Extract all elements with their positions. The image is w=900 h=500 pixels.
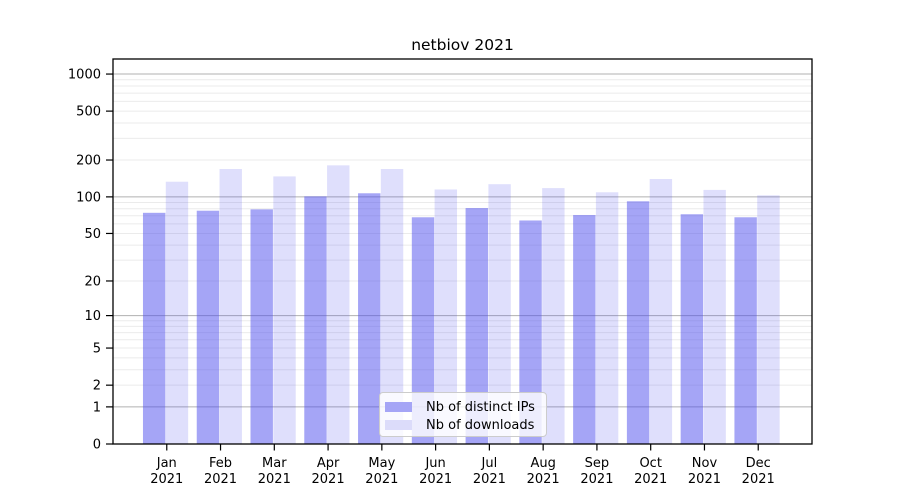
x-tick-label-month: May: [368, 456, 395, 471]
y-tick-label: 500: [76, 105, 101, 120]
legend-swatch-downloads: [385, 420, 412, 430]
x-tick-label-year: 2021: [258, 472, 291, 487]
x-tick-label-year: 2021: [150, 472, 183, 487]
y-tick-label: 20: [84, 274, 101, 289]
y-tick-label: 10: [84, 309, 101, 324]
x-tick-label-month: Nov: [692, 456, 718, 471]
y-tick-label: 5: [93, 342, 101, 357]
y-tick-label: 200: [76, 154, 101, 169]
x-tick-label-year: 2021: [365, 472, 398, 487]
legend-label-distinct-ips: Nb of distinct IPs: [426, 399, 535, 415]
bar-distinct-ips-mar: [250, 209, 273, 444]
bar-downloads-feb: [219, 168, 242, 444]
y-tick-label: 1: [93, 400, 101, 415]
bar-distinct-ips-apr: [304, 196, 327, 444]
bar-distinct-ips-may: [358, 193, 381, 444]
bar-distinct-ips-sep: [573, 214, 596, 444]
bar-downloads-aug: [542, 188, 565, 444]
x-tick-label-month: Sep: [585, 456, 610, 471]
bar-downloads-may: [380, 168, 404, 444]
bar-downloads-jul: [488, 184, 511, 444]
y-tick-label: 0: [93, 438, 101, 453]
x-tick-label-year: 2021: [204, 472, 237, 487]
x-tick-label-year: 2021: [688, 472, 721, 487]
y-tick-label: 1000: [68, 68, 101, 83]
x-tick-label-month: Jan: [156, 456, 177, 471]
plot-border: [112, 58, 813, 445]
legend: Nb of distinct IPs Nb of downloads: [379, 392, 547, 437]
x-tick-label-year: 2021: [742, 472, 775, 487]
bar-downloads-oct: [649, 179, 673, 444]
x-tick-label-year: 2021: [473, 472, 506, 487]
bar-distinct-ips-nov: [680, 214, 704, 444]
chart-title: netbiov 2021: [411, 36, 514, 54]
x-tick-label-month: Oct: [639, 456, 661, 471]
bar-distinct-ips-jun: [411, 217, 435, 444]
bar-downloads-dec: [757, 195, 780, 444]
x-tick-label-year: 2021: [419, 472, 452, 487]
bar-downloads-mar: [273, 176, 296, 444]
x-tick-label-month: Feb: [209, 456, 232, 471]
x-tick-label-month: Jun: [424, 456, 445, 471]
bar-distinct-ips-jul: [465, 208, 488, 444]
x-tick-label-year: 2021: [634, 472, 667, 487]
legend-item-downloads: Nb of downloads: [385, 416, 546, 434]
x-tick-label-year: 2021: [527, 472, 560, 487]
x-tick-label-month: Dec: [746, 456, 771, 471]
bar-downloads-sep: [595, 192, 619, 444]
legend-label-downloads: Nb of downloads: [426, 417, 535, 433]
bar-distinct-ips-jan: [142, 212, 166, 444]
x-tick-label-year: 2021: [580, 472, 613, 487]
bar-downloads-apr: [327, 165, 350, 445]
x-tick-label-month: Jul: [481, 456, 498, 471]
y-tick-label: 100: [76, 190, 101, 205]
legend-item-distinct-ips: Nb of distinct IPs: [385, 398, 546, 416]
x-tick-label-year: 2021: [312, 472, 345, 487]
bar-downloads-nov: [703, 189, 726, 444]
legend-swatch-distinct-ips: [385, 402, 412, 412]
bar-distinct-ips-aug: [519, 220, 542, 444]
x-tick-label-month: Mar: [262, 456, 287, 471]
y-tick-label: 2: [93, 379, 101, 394]
x-tick-label-month: Aug: [530, 456, 555, 471]
bar-distinct-ips-oct: [626, 201, 650, 444]
bar-downloads-jan: [165, 181, 189, 444]
y-tick-label: 50: [84, 227, 101, 242]
x-tick-label-month: Apr: [317, 456, 340, 471]
bar-downloads-jun: [434, 189, 458, 444]
bar-distinct-ips-feb: [196, 210, 220, 444]
bar-distinct-ips-dec: [734, 217, 757, 444]
